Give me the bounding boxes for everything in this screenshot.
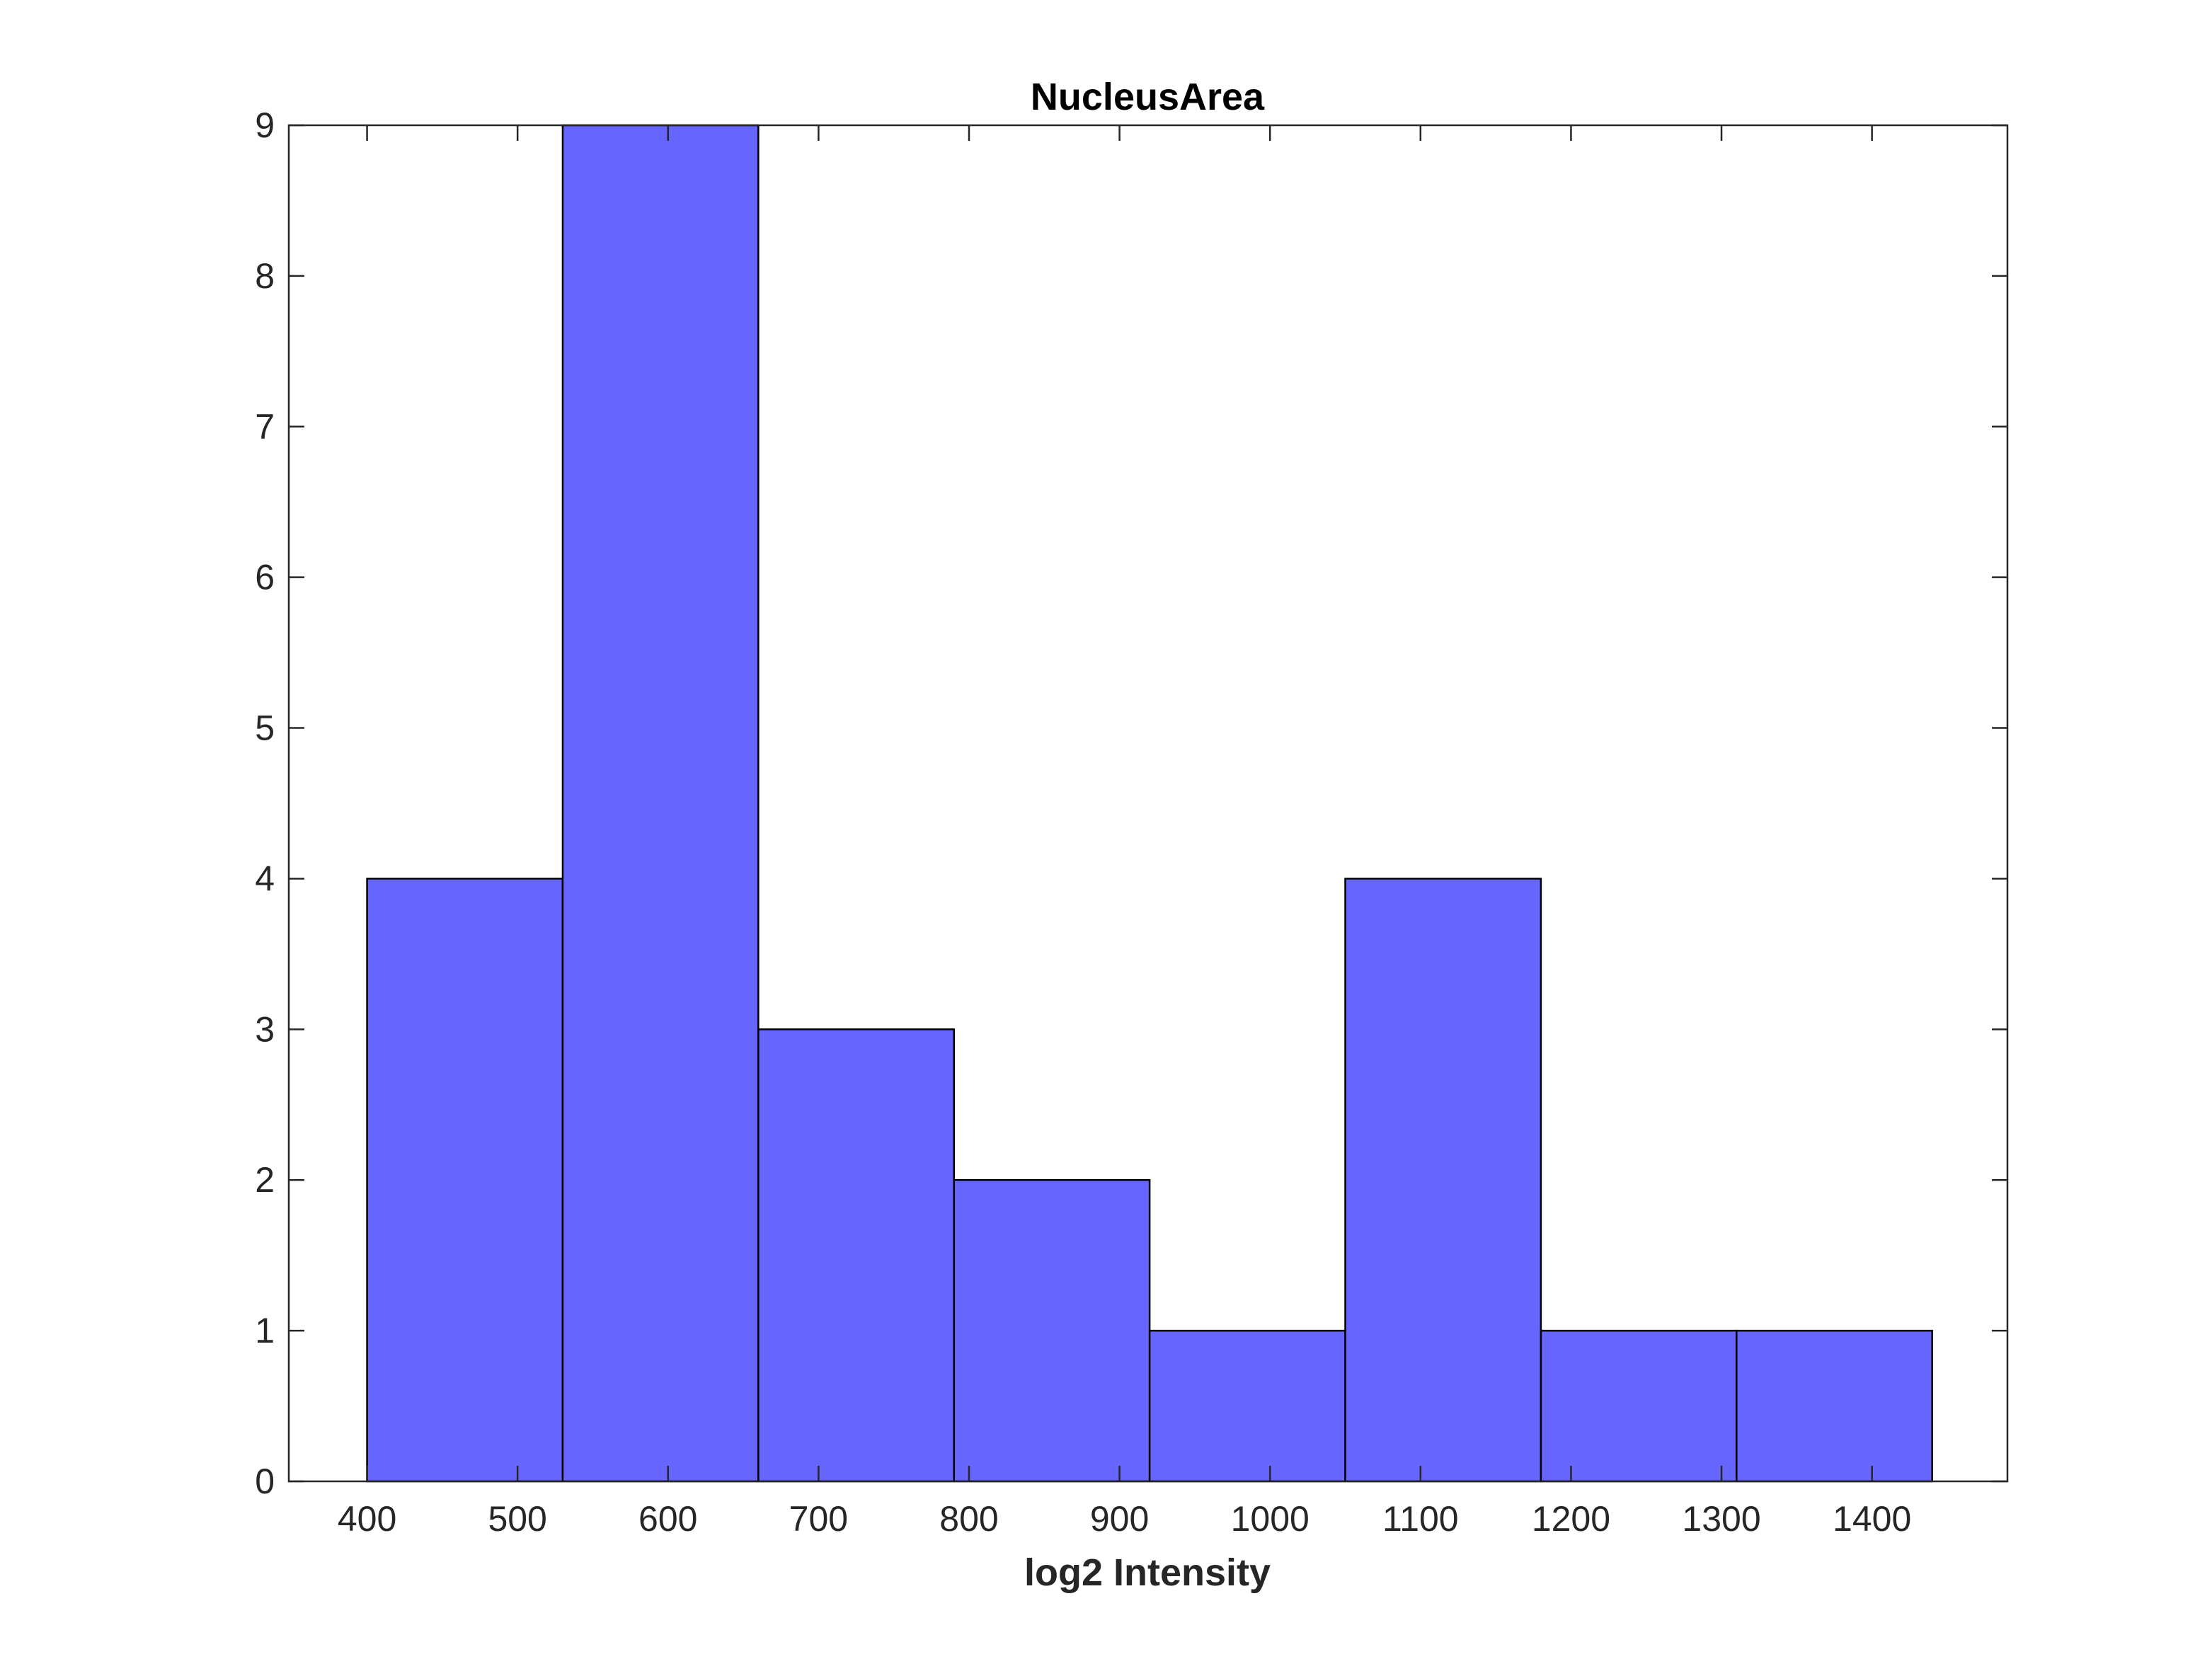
y-tick-label: 4	[255, 859, 275, 898]
x-tick-label: 1400	[1833, 1499, 1911, 1539]
chart-title: NucleusArea	[1031, 76, 1265, 118]
y-tick-label: 9	[255, 105, 275, 145]
y-tick-label: 5	[255, 708, 275, 748]
histogram-bar	[561, 124, 760, 1483]
y-tick-label: 8	[255, 256, 275, 296]
y-axis-ticks: 0 1 2 3 4 5 6 7 8 9	[255, 105, 2007, 1501]
histogram-bar	[1344, 878, 1542, 1483]
y-tick-label: 0	[255, 1462, 275, 1501]
x-tick-label: 800	[939, 1499, 998, 1539]
x-tick-label: 1300	[1682, 1499, 1760, 1539]
histogram-bar	[1540, 1329, 1738, 1483]
histogram-bar	[1736, 1329, 1933, 1483]
x-tick-label: 500	[488, 1499, 546, 1539]
x-tick-label: 1100	[1382, 1499, 1459, 1539]
bars-group	[366, 124, 1933, 1483]
y-tick-label: 2	[255, 1160, 275, 1200]
x-tick-label: 700	[789, 1499, 848, 1539]
x-tick-label: 900	[1090, 1499, 1149, 1539]
histogram-bar	[953, 1178, 1151, 1483]
x-tick-label: 1000	[1231, 1499, 1310, 1539]
y-tick-label: 7	[255, 407, 275, 447]
x-tick-label: 400	[338, 1499, 396, 1539]
x-axis-ticks: 400 500 600 700 800 900 1000 1100 1200 1300 1400	[338, 125, 1911, 1539]
histogram-bar	[366, 878, 564, 1483]
x-tick-label: 600	[638, 1499, 697, 1539]
axes-box	[287, 124, 2009, 1483]
histogram-bar	[1148, 1329, 1346, 1483]
y-tick-label: 6	[255, 558, 275, 597]
x-axis-label: log2 Intensity	[1024, 1551, 1271, 1594]
x-tick-label: 1200	[1532, 1499, 1610, 1539]
histogram-bar	[757, 1028, 955, 1483]
y-tick-label: 1	[255, 1311, 275, 1350]
y-tick-label: 3	[255, 1009, 275, 1049]
